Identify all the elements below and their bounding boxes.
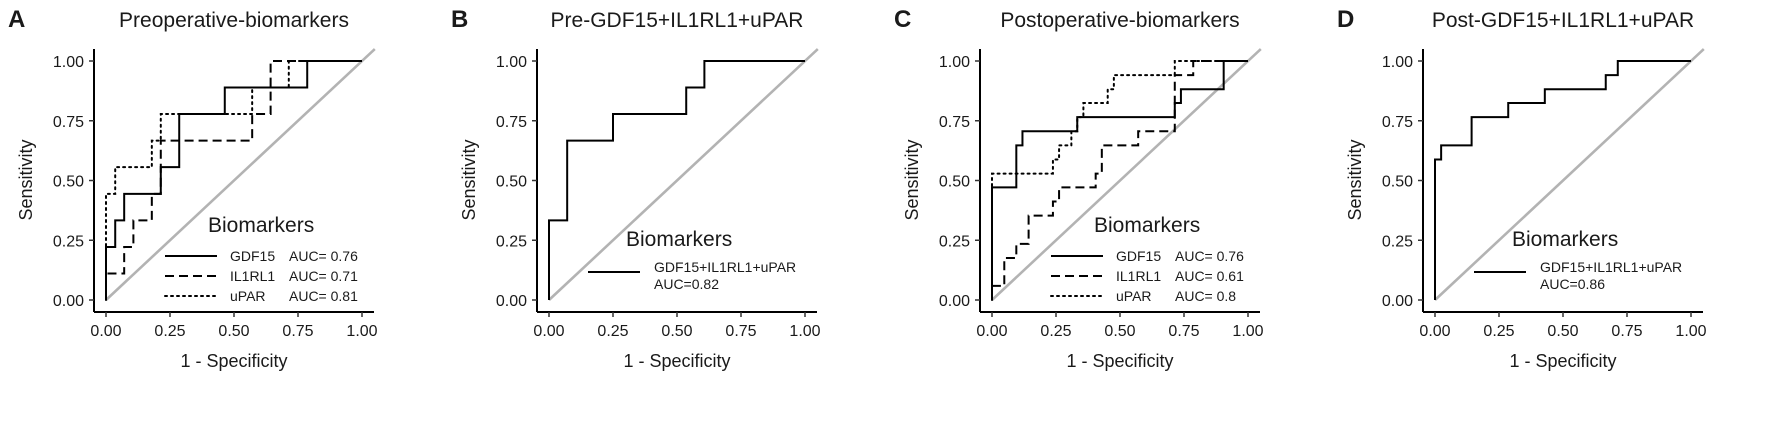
x-tick-label: 0.00	[1419, 323, 1450, 340]
x-tick-label: 0.25	[1040, 323, 1071, 340]
legend-label: GDF15+IL1RL1+uPAR	[654, 259, 796, 275]
y-tick-label: 1.00	[53, 54, 84, 71]
y-axis-title: Sensitivity	[459, 139, 479, 220]
panel-label: A	[8, 6, 25, 33]
x-tick-label: 0.75	[1168, 323, 1199, 340]
legend-label: uPAR	[230, 288, 266, 304]
y-tick-label: 0.00	[496, 293, 527, 310]
legend-auc: AUC= 0.8	[1175, 288, 1236, 304]
panel-b: B Pre-GDF15+IL1RL1+uPAR 0.00 0.25 0.50 0.75 1.…	[451, 6, 821, 371]
y-tick-label: 0.00	[53, 293, 84, 310]
x-tick-label: 1.00	[1675, 323, 1706, 340]
y-axis-title: Sensitivity	[902, 139, 922, 220]
legend-label: IL1RL1	[1116, 268, 1161, 284]
x-tick-label: 0.50	[1104, 323, 1135, 340]
roc-curve-il1rl1	[105, 60, 362, 300]
y-tick-label: 0.75	[939, 114, 970, 131]
y-tick-label: 0.75	[53, 114, 84, 131]
x-tick-label: 0.50	[218, 323, 249, 340]
roc-curve-gdf15-il1rl1-upar	[1434, 60, 1691, 300]
y-tick-label: 1.00	[496, 54, 527, 71]
legend-auc: AUC= 0.76	[289, 248, 358, 264]
legend-auc: AUC= 0.61	[1175, 268, 1244, 284]
x-tick-label: 1.00	[789, 323, 820, 340]
reference-diagonal	[1434, 48, 1705, 301]
x-tick-label: 0.75	[282, 323, 313, 340]
legend-title: Biomarkers	[208, 214, 314, 237]
y-axis-title: Sensitivity	[1345, 139, 1365, 220]
y-tick-label: 0.25	[1382, 233, 1413, 250]
legend-auc: AUC=0.86	[1540, 276, 1605, 292]
roc-curve-gdf15-il1rl1-upar	[548, 60, 805, 300]
y-tick-label: 0.25	[496, 233, 527, 250]
legend-title: Biomarkers	[1094, 214, 1200, 237]
y-tick-label: 0.50	[1382, 174, 1413, 191]
legend-auc: AUC=0.82	[654, 276, 719, 292]
x-tick-label: 0.25	[597, 323, 628, 340]
x-tick-label: 0.50	[1547, 323, 1578, 340]
legend-label: uPAR	[1116, 288, 1152, 304]
legend: Biomarkers GDF15 AUC= 0.76 IL1RL1 AUC= 0.61 u…	[1050, 214, 1244, 304]
panel-a: A Preoperative-biomarkers 0.00 0.25 0.50 0.75…	[8, 6, 378, 371]
x-tick-label: 0.25	[1483, 323, 1514, 340]
reference-diagonal	[105, 48, 376, 301]
x-tick-label: 1.00	[1232, 323, 1263, 340]
x-tick-label: 0.00	[533, 323, 564, 340]
x-tick-label: 0.75	[725, 323, 756, 340]
x-tick-label: 0.50	[661, 323, 692, 340]
y-tick-label: 0.50	[939, 174, 970, 191]
y-tick-label: 0.25	[53, 233, 84, 250]
x-axis-title: 1 - Specificity	[1509, 351, 1616, 371]
y-tick-label: 0.25	[939, 233, 970, 250]
y-tick-label: 0.50	[496, 174, 527, 191]
panel-label: B	[451, 6, 468, 33]
x-tick-label: 0.25	[154, 323, 185, 340]
panel-label: D	[1337, 6, 1354, 33]
y-tick-label: 0.00	[1382, 293, 1413, 310]
legend-label: GDF15	[1116, 248, 1161, 264]
legend-label: IL1RL1	[230, 268, 275, 284]
chart-title: Preoperative-biomarkers	[119, 9, 349, 32]
legend-title: Biomarkers	[626, 228, 732, 251]
panel-c: C Postoperative-biomarkers 0.00 0.25 0.50 0.7…	[894, 6, 1264, 371]
roc-curve-il1rl1	[991, 60, 1248, 300]
x-axis-title: 1 - Specificity	[180, 351, 287, 371]
chart-title: Postoperative-biomarkers	[1000, 9, 1239, 32]
chart-title: Pre-GDF15+IL1RL1+uPAR	[551, 9, 804, 32]
legend: Biomarkers GDF15 AUC= 0.76 IL1RL1 AUC= 0.71 u…	[164, 214, 358, 304]
panel-label: C	[894, 6, 911, 33]
legend-auc: AUC= 0.81	[289, 288, 358, 304]
panel-d: D Post-GDF15+IL1RL1+uPAR 0.00 0.25 0.50 0.75 1…	[1337, 6, 1707, 371]
x-tick-label: 0.00	[90, 323, 121, 340]
chart-title: Post-GDF15+IL1RL1+uPAR	[1432, 9, 1694, 32]
roc-curve-upar	[105, 60, 363, 301]
reference-diagonal	[991, 48, 1262, 301]
legend-label: GDF15	[230, 248, 275, 264]
y-axis-title: Sensitivity	[16, 139, 36, 220]
legend-auc: AUC= 0.76	[1175, 248, 1244, 264]
legend-auc: AUC= 0.71	[289, 268, 358, 284]
y-tick-label: 1.00	[939, 54, 970, 71]
y-tick-label: 0.00	[939, 293, 970, 310]
x-tick-label: 0.00	[976, 323, 1007, 340]
x-tick-label: 0.75	[1611, 323, 1642, 340]
reference-diagonal	[548, 48, 819, 301]
x-axis-title: 1 - Specificity	[1066, 351, 1173, 371]
y-tick-label: 1.00	[1382, 54, 1413, 71]
y-tick-label: 0.75	[496, 114, 527, 131]
y-tick-label: 0.75	[1382, 114, 1413, 131]
y-tick-label: 0.50	[53, 174, 84, 191]
legend-label: GDF15+IL1RL1+uPAR	[1540, 259, 1682, 275]
x-axis-title: 1 - Specificity	[623, 351, 730, 371]
legend-title: Biomarkers	[1512, 228, 1618, 251]
x-tick-label: 1.00	[346, 323, 377, 340]
